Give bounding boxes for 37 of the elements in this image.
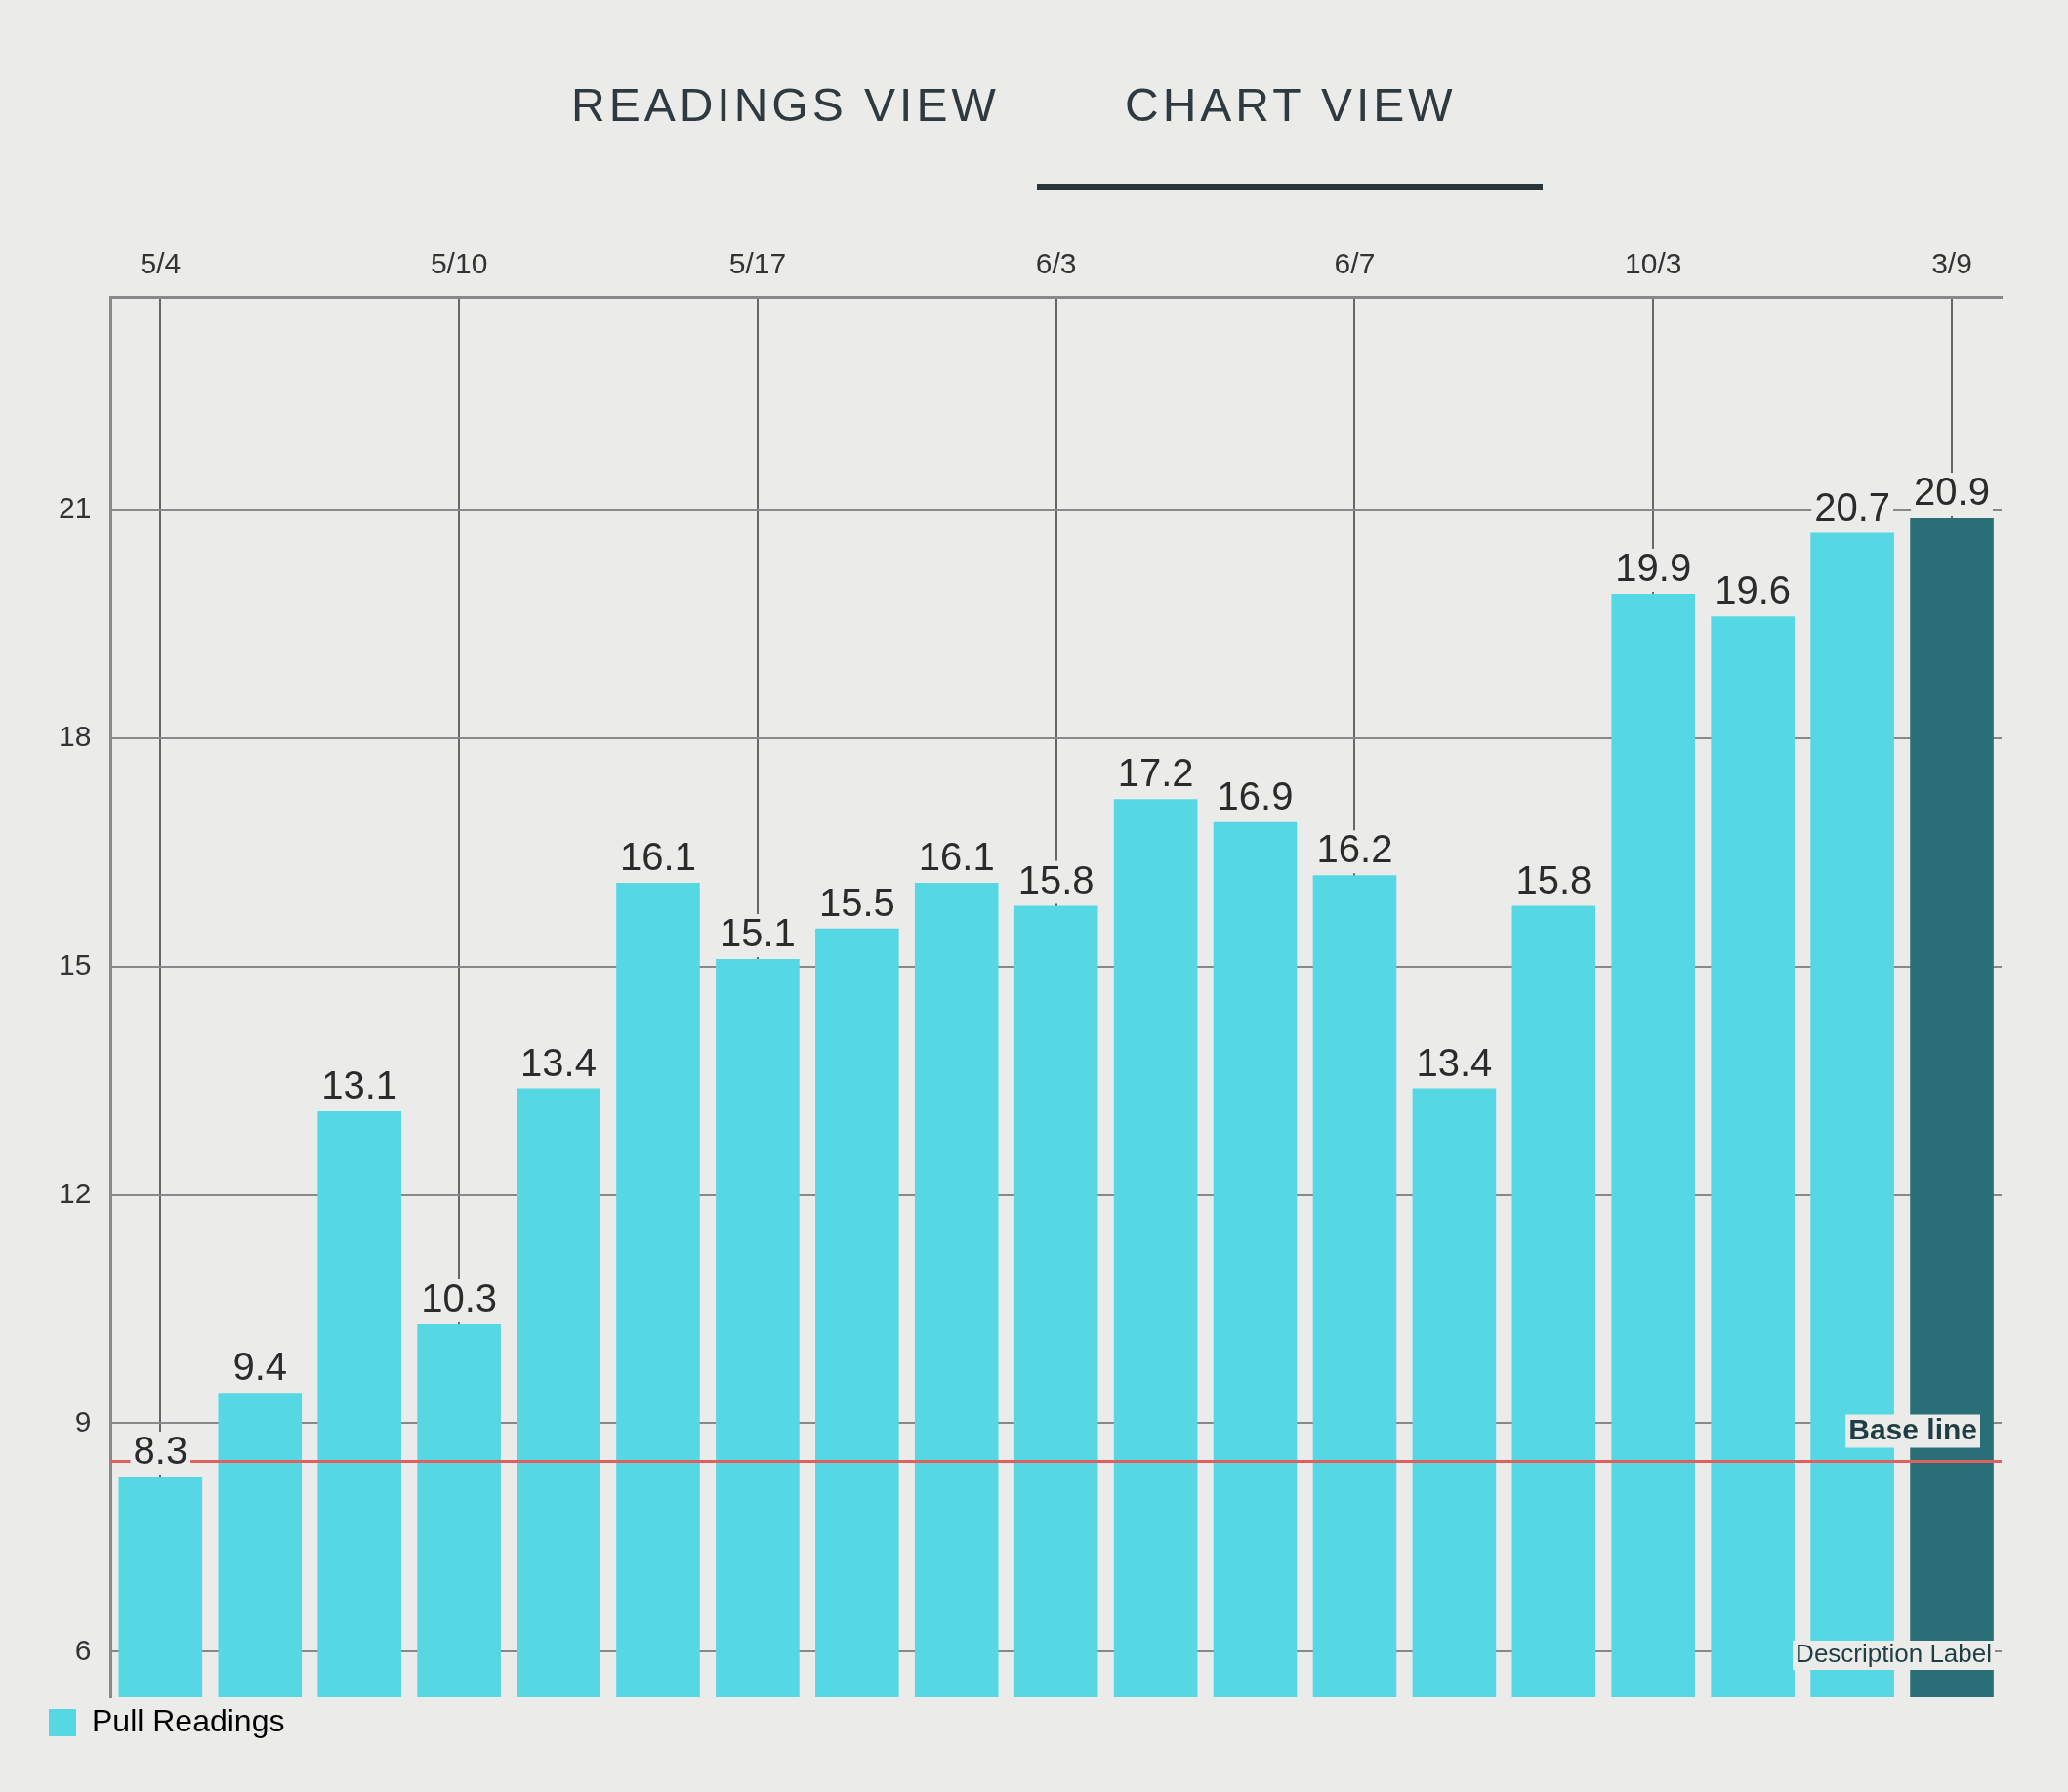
data-label: 16.1 [918,835,995,879]
data-label: 16.2 [1316,827,1393,871]
y-tick-label: 18 [58,720,92,753]
x-tick-label: 3/9 [1931,247,1972,280]
data-label: 19.6 [1715,568,1792,612]
data-label: 15.8 [1515,857,1592,901]
y-tick-label: 9 [74,1404,92,1438]
text: READINGS VIEW [571,78,1000,132]
data-label: 13.4 [1416,1040,1493,1084]
data-label: 8.3 [133,1429,188,1473]
data-label: 20.9 [1914,470,1990,514]
data-label: 9.4 [232,1345,288,1389]
data-label: 20.7 [1814,484,1891,528]
data-label: 17.2 [1117,751,1194,795]
x-tick-label: 5/4 [140,247,182,280]
data-label: 15.5 [818,880,895,924]
data-label: 15.8 [1017,857,1095,901]
data-label: 13.1 [321,1063,398,1106]
x-tick-label: 6/3 [1035,247,1077,280]
x-tick-label: 10/3 [1625,247,1682,280]
annotation: Description Label [1796,1639,1992,1669]
y-tick-label: 15 [58,948,92,981]
x-tick-label: 5/10 [430,247,488,280]
text: CHART VIEW [1125,78,1457,132]
y-tick-label: 21 [58,491,92,524]
y-tick-label: 6 [74,1633,92,1666]
data-label: 16.1 [620,835,696,879]
data-label: 15.1 [719,911,796,955]
ref-line-label: Base line [1848,1412,1977,1445]
data-label: 10.3 [421,1276,498,1320]
x-tick-label: 6/7 [1334,247,1376,280]
x-tick-label: 5/17 [728,247,787,280]
data-label: 19.9 [1615,545,1692,589]
y-tick-label: 12 [58,1176,92,1209]
data-label: 13.4 [520,1040,597,1084]
legend-label: Pull Readings [92,1702,285,1738]
data-label: 16.9 [1217,773,1294,817]
